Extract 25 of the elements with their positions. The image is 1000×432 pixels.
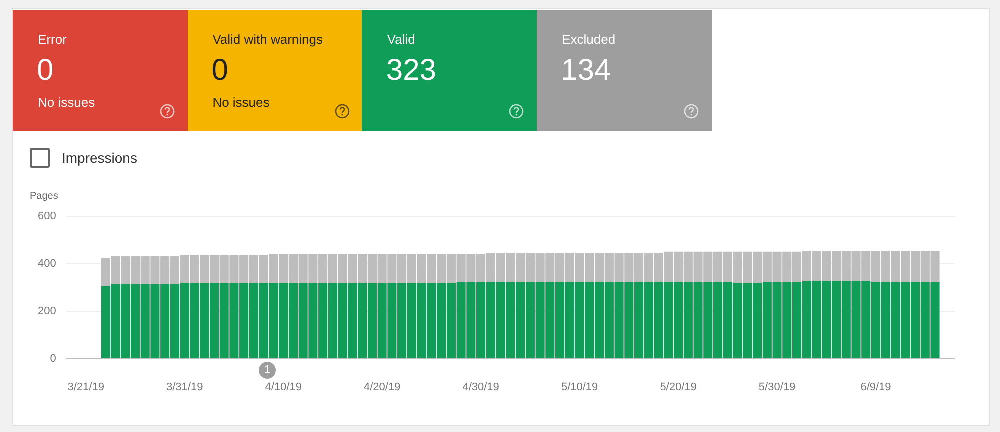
text: 1 bbox=[259, 362, 276, 379]
x-tick-label: 3/31/19 bbox=[166, 381, 204, 394]
text: No issues bbox=[38, 95, 96, 110]
x-tick-label: 4/30/19 bbox=[462, 381, 500, 394]
y-axis-title: Pages bbox=[30, 191, 58, 202]
data-label: 134 bbox=[561, 54, 612, 88]
x-tick-label: 4/20/19 bbox=[364, 381, 401, 394]
y-tick-label: 0 bbox=[50, 352, 56, 365]
text: Impressions bbox=[62, 150, 138, 166]
data-label: 323 bbox=[386, 54, 436, 88]
y-tick-label: 400 bbox=[38, 258, 56, 270]
category-label: Excluded bbox=[562, 32, 616, 47]
y-tick-label: 200 bbox=[38, 305, 56, 318]
x-tick-label: 4/10/19 bbox=[265, 381, 302, 394]
category-label: Error bbox=[38, 32, 67, 47]
x-tick-label: 5/20/19 bbox=[660, 381, 697, 394]
category-label: Valid bbox=[387, 32, 416, 47]
category-label: Valid with warnings bbox=[212, 32, 323, 47]
x-tick-label: 3/21/19 bbox=[68, 381, 104, 394]
x-tick-label: 5/30/19 bbox=[758, 381, 796, 394]
text: No issues bbox=[212, 95, 270, 110]
y-tick-label: 600 bbox=[38, 210, 56, 223]
x-tick-label: 5/10/19 bbox=[561, 381, 598, 394]
x-tick-label: 6/9/19 bbox=[860, 381, 892, 394]
data-label: 0 bbox=[212, 54, 228, 88]
